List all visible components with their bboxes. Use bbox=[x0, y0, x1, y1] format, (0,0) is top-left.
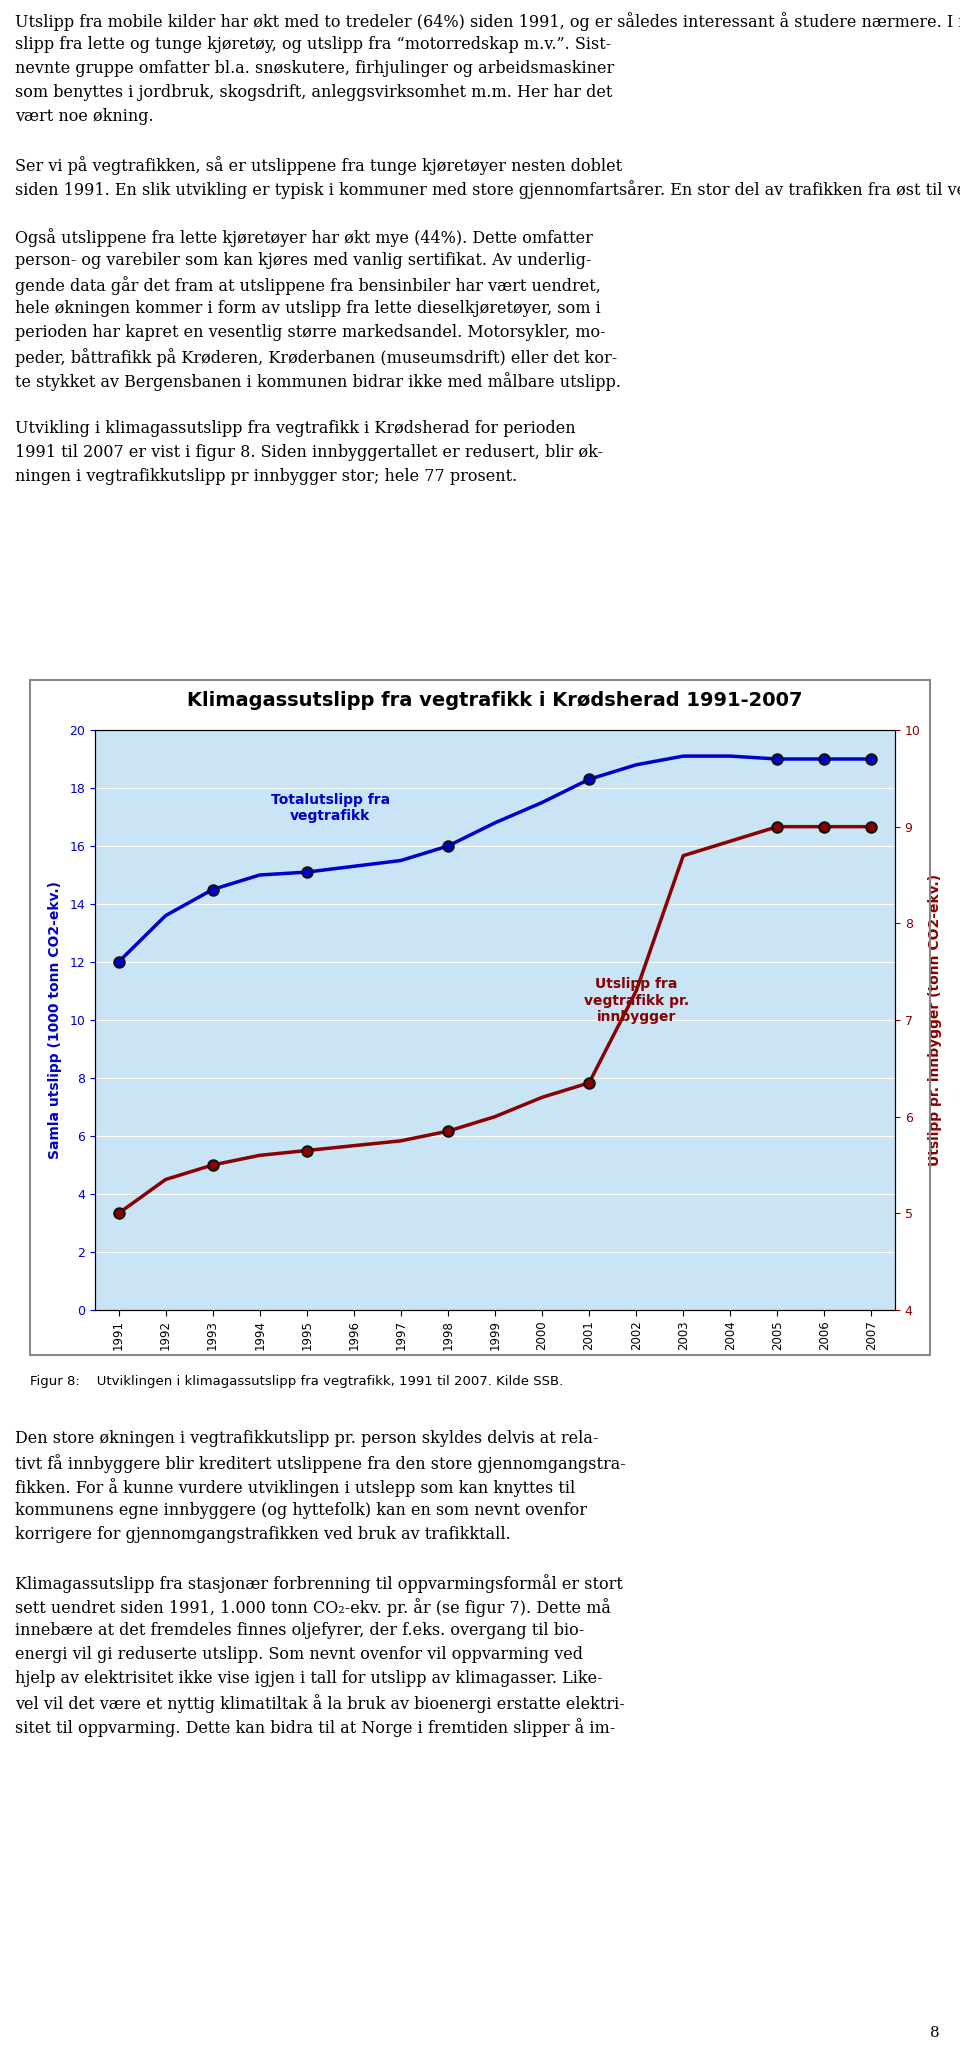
Text: te stykket av Bergensbanen i kommunen bidrar ikke med målbare utslipp.: te stykket av Bergensbanen i kommunen bi… bbox=[15, 373, 621, 391]
Text: korrigere for gjennomgangstrafikken ved bruk av trafikktall.: korrigere for gjennomgangstrafikken ved … bbox=[15, 1526, 511, 1543]
Text: fikken. For å kunne vurdere utviklingen i utslepp som kan knyttes til: fikken. For å kunne vurdere utviklingen … bbox=[15, 1477, 575, 1498]
Text: gende data går det fram at utslippene fra bensinbiler har vært uendret,: gende data går det fram at utslippene fr… bbox=[15, 276, 601, 295]
Y-axis label: Samla utslipp (1000 tonn CO2-ekv.): Samla utslipp (1000 tonn CO2-ekv.) bbox=[48, 882, 62, 1160]
Text: person- og varebiler som kan kjøres med vanlig sertifikat. Av underlig-: person- og varebiler som kan kjøres med … bbox=[15, 251, 591, 270]
Text: siden 1991. En slik utvikling er typisk i kommuner med store gjennomfartsårer. E: siden 1991. En slik utvikling er typisk … bbox=[15, 179, 960, 200]
Text: kommunens egne innbyggere (og hyttefolk) kan en som nevnt ovenfor: kommunens egne innbyggere (og hyttefolk)… bbox=[15, 1502, 587, 1518]
Text: 8: 8 bbox=[930, 2025, 940, 2039]
Text: Utslipp fra
vegtrafikk pr.
innbygger: Utslipp fra vegtrafikk pr. innbygger bbox=[584, 976, 688, 1024]
Text: vel vil det være et nyttig klimatiltak å la bruk av bioenergi erstatte elektri-: vel vil det være et nyttig klimatiltak å… bbox=[15, 1693, 625, 1714]
Text: ningen i vegtrafikkutslipp pr innbygger stor; hele 77 prosent.: ningen i vegtrafikkutslipp pr innbygger … bbox=[15, 468, 517, 484]
Text: slipp fra lette og tunge kjøretøy, og utslipp fra “motorredskap m.v.”. Sist-: slipp fra lette og tunge kjøretøy, og ut… bbox=[15, 35, 612, 54]
Text: energi vil gi reduserte utslipp. Som nevnt ovenfor vil oppvarming ved: energi vil gi reduserte utslipp. Som nev… bbox=[15, 1646, 583, 1662]
Text: 1991 til 2007 er vist i figur 8. Siden innbyggertallet er redusert, blir øk-: 1991 til 2007 er vist i figur 8. Siden i… bbox=[15, 445, 603, 461]
Text: sett uendret siden 1991, 1.000 tonn CO₂-ekv. pr. år (se figur 7). Dette må: sett uendret siden 1991, 1.000 tonn CO₂-… bbox=[15, 1599, 611, 1617]
Text: Den store økningen i vegtrafikkutslipp pr. person skyldes delvis at rela-: Den store økningen i vegtrafikkutslipp p… bbox=[15, 1430, 598, 1446]
Text: sitet til oppvarming. Dette kan bidra til at Norge i fremtiden slipper å im-: sitet til oppvarming. Dette kan bidra ti… bbox=[15, 1718, 615, 1737]
Text: Også utslippene fra lette kjøretøyer har økt mye (44%). Dette omfatter: Også utslippene fra lette kjøretøyer har… bbox=[15, 229, 593, 247]
Text: Ser vi på vegtrafikken, så er utslippene fra tunge kjøretøyer nesten doblet: Ser vi på vegtrafikken, så er utslippene… bbox=[15, 157, 622, 175]
Text: innebære at det fremdeles finnes oljefyrer, der f.eks. overgang til bio-: innebære at det fremdeles finnes oljefyr… bbox=[15, 1621, 585, 1640]
Text: som benyttes i jordbruk, skogsdrift, anleggsvirksomhet m.m. Her har det: som benyttes i jordbruk, skogsdrift, anl… bbox=[15, 84, 612, 101]
Text: Totalutslipp fra
vegtrafikk: Totalutslipp fra vegtrafikk bbox=[271, 793, 390, 824]
Text: tivt få innbyggere blir kreditert utslippene fra den store gjennomgangstra-: tivt få innbyggere blir kreditert utslip… bbox=[15, 1454, 626, 1473]
Text: hjelp av elektrisitet ikke vise igjen i tall for utslipp av klimagasser. Like-: hjelp av elektrisitet ikke vise igjen i … bbox=[15, 1671, 603, 1687]
Text: nevnte gruppe omfatter bl.a. snøskutere, firhjulinger og arbeidsmaskiner: nevnte gruppe omfatter bl.a. snøskutere,… bbox=[15, 60, 614, 76]
Text: Utslipp fra mobile kilder har økt med to tredeler (64%) siden 1991, og er sålede: Utslipp fra mobile kilder har økt med to… bbox=[15, 12, 960, 31]
Text: Utvikling i klimagassutslipp fra vegtrafikk i Krødsherad for perioden: Utvikling i klimagassutslipp fra vegtraf… bbox=[15, 420, 576, 437]
Text: Klimagassutslipp fra stasjonær forbrenning til oppvarmingsformål er stort: Klimagassutslipp fra stasjonær forbrenni… bbox=[15, 1574, 623, 1592]
Y-axis label: Utslipp pr. innbygger (tonn CO2-ekv.): Utslipp pr. innbygger (tonn CO2-ekv.) bbox=[927, 873, 942, 1166]
Text: peder, båttrafikk på Krøderen, Krøderbanen (museumsdrift) eller det kor-: peder, båttrafikk på Krøderen, Krøderban… bbox=[15, 348, 617, 367]
Text: hele økningen kommer i form av utslipp fra lette dieselkjøretøyer, som i: hele økningen kommer i form av utslipp f… bbox=[15, 301, 601, 317]
Text: Figur 8:    Utviklingen i klimagassutslipp fra vegtrafikk, 1991 til 2007. Kilde : Figur 8: Utviklingen i klimagassutslipp … bbox=[30, 1374, 564, 1388]
Text: vært noe økning.: vært noe økning. bbox=[15, 107, 154, 126]
Text: perioden har kapret en vesentlig større markedsandel. Motorsykler, mo-: perioden har kapret en vesentlig større … bbox=[15, 323, 606, 342]
Text: Klimagassutslipp fra vegtrafikk i Krødsherad 1991-2007: Klimagassutslipp fra vegtrafikk i Krødsh… bbox=[187, 690, 803, 709]
